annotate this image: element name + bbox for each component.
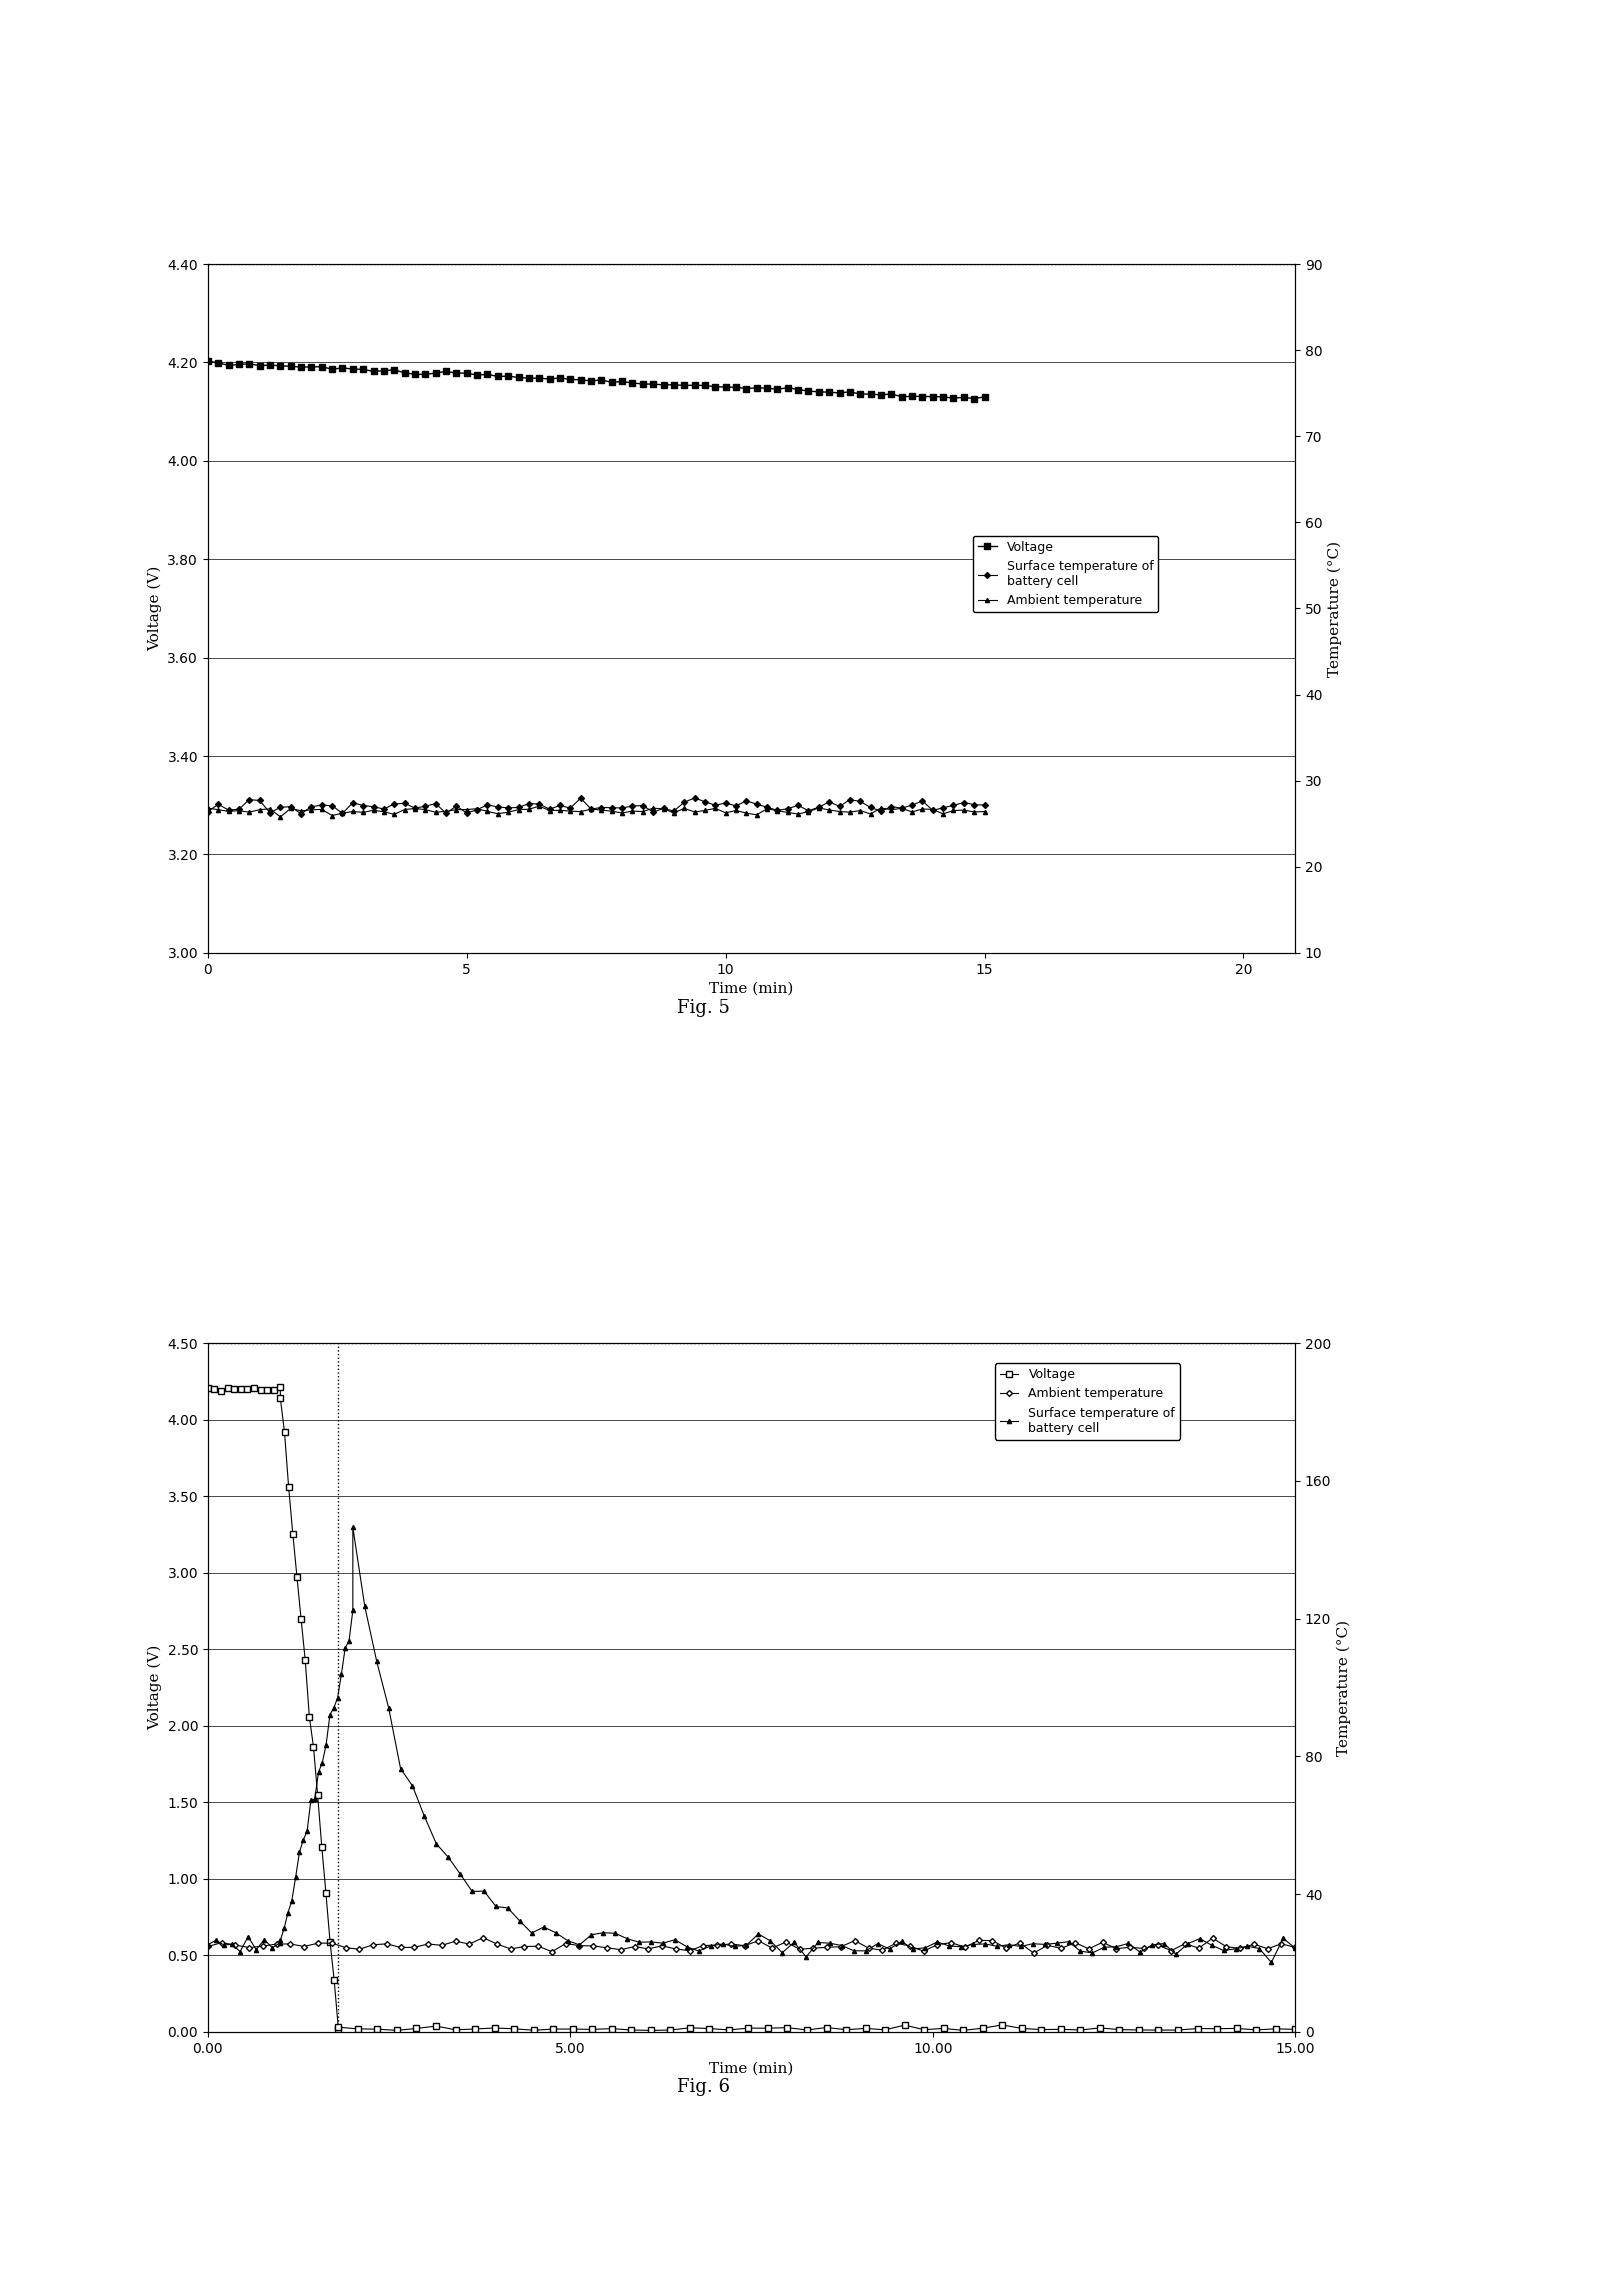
Ambient temperature bbox=[281, 794, 301, 822]
Legend: Voltage, Surface temperature of
battery cell, Ambient temperature: Voltage, Surface temperature of battery … bbox=[972, 535, 1158, 613]
Surface temperature of
battery cell bbox=[1286, 1936, 1305, 1963]
Y-axis label: Temperature (°C): Temperature (°C) bbox=[1329, 540, 1343, 677]
Ambient temperature bbox=[955, 1933, 974, 1961]
Ambient temperature bbox=[270, 804, 289, 831]
Voltage bbox=[1286, 2016, 1305, 2043]
Ambient temperature bbox=[473, 1924, 492, 1952]
Ambient temperature bbox=[737, 799, 756, 827]
Surface temperature of
battery cell bbox=[612, 794, 632, 822]
Surface temperature of
battery cell bbox=[593, 1919, 612, 1947]
Surface temperature of
battery cell bbox=[344, 1513, 363, 1541]
Voltage bbox=[964, 386, 983, 413]
Voltage bbox=[270, 351, 289, 379]
Voltage bbox=[820, 379, 839, 406]
Surface temperature of
battery cell bbox=[684, 785, 704, 813]
Y-axis label: Voltage (V): Voltage (V) bbox=[147, 1644, 161, 1731]
Ambient temperature bbox=[198, 794, 217, 822]
Y-axis label: Voltage (V): Voltage (V) bbox=[147, 565, 161, 652]
X-axis label: Time (min): Time (min) bbox=[710, 983, 793, 996]
Line: Voltage: Voltage bbox=[205, 358, 987, 402]
Ambient temperature bbox=[716, 799, 736, 827]
Ambient temperature bbox=[1190, 1936, 1209, 1963]
Text: Fig. 6: Fig. 6 bbox=[676, 2078, 731, 2096]
Voltage bbox=[603, 370, 622, 397]
Ambient temperature bbox=[694, 1931, 713, 1958]
Voltage bbox=[467, 360, 486, 388]
Legend: Voltage, Ambient temperature, Surface temperature of
battery cell: Voltage, Ambient temperature, Surface te… bbox=[995, 1364, 1180, 1440]
Voltage bbox=[975, 383, 995, 411]
Ambient temperature bbox=[478, 797, 497, 824]
Surface temperature of
battery cell bbox=[630, 1929, 649, 1956]
Ambient temperature bbox=[841, 799, 860, 827]
Surface temperature of
battery cell bbox=[716, 790, 736, 817]
Surface temperature of
battery cell bbox=[1214, 1938, 1233, 1965]
Surface temperature of
battery cell bbox=[379, 1694, 398, 1722]
Surface temperature of
battery cell bbox=[291, 799, 310, 827]
Text: Fig. 5: Fig. 5 bbox=[676, 999, 731, 1017]
Ambient temperature bbox=[529, 792, 548, 820]
Surface temperature of
battery cell bbox=[270, 794, 289, 822]
Voltage bbox=[427, 2011, 446, 2039]
Voltage bbox=[641, 2016, 660, 2043]
Voltage bbox=[329, 2016, 349, 2043]
Ambient temperature bbox=[1023, 1940, 1043, 1968]
Voltage bbox=[198, 347, 217, 374]
Surface temperature of
battery cell bbox=[1262, 1949, 1281, 1977]
X-axis label: Time (min): Time (min) bbox=[710, 2062, 793, 2076]
Voltage bbox=[329, 2014, 349, 2041]
Surface temperature of
battery cell bbox=[975, 792, 995, 820]
Surface temperature of
battery cell bbox=[198, 1931, 217, 1958]
Surface temperature of
battery cell bbox=[1274, 1924, 1294, 1952]
Voltage bbox=[660, 2016, 680, 2043]
Voltage bbox=[270, 1373, 289, 1401]
Ambient temperature bbox=[624, 797, 643, 824]
Surface temperature of
battery cell bbox=[916, 1933, 935, 1961]
Line: Ambient temperature: Ambient temperature bbox=[206, 804, 987, 820]
Voltage bbox=[288, 1564, 307, 1591]
Ambient temperature bbox=[1286, 1933, 1305, 1961]
Surface temperature of
battery cell bbox=[478, 792, 497, 820]
Voltage bbox=[198, 1375, 217, 1403]
Line: Surface temperature of
battery cell: Surface temperature of battery cell bbox=[206, 1525, 1297, 1965]
Ambient temperature bbox=[859, 1933, 878, 1961]
Line: Ambient temperature: Ambient temperature bbox=[206, 1936, 1297, 1956]
Y-axis label: Temperature (°C): Temperature (°C) bbox=[1337, 1619, 1351, 1756]
Voltage bbox=[465, 2016, 484, 2043]
Surface temperature of
battery cell bbox=[841, 785, 860, 813]
Line: Surface temperature of
battery cell: Surface temperature of battery cell bbox=[206, 797, 987, 815]
Ambient temperature bbox=[873, 1936, 892, 1963]
Surface temperature of
battery cell bbox=[737, 788, 756, 815]
Voltage bbox=[696, 372, 715, 400]
Surface temperature of
battery cell bbox=[198, 799, 217, 827]
Line: Voltage: Voltage bbox=[205, 1384, 1298, 2034]
Ambient temperature bbox=[915, 1938, 934, 1965]
Ambient temperature bbox=[975, 797, 995, 824]
Ambient temperature bbox=[198, 1933, 217, 1961]
Voltage bbox=[716, 374, 736, 402]
